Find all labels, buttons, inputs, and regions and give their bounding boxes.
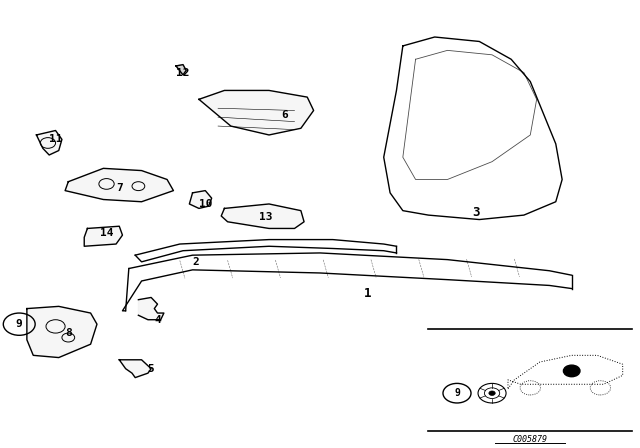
Text: 9: 9 [454, 388, 460, 398]
Text: 3: 3 [472, 207, 480, 220]
Polygon shape [36, 130, 62, 155]
Text: 14: 14 [100, 228, 113, 238]
Polygon shape [119, 360, 151, 378]
Circle shape [563, 365, 580, 377]
Circle shape [489, 391, 495, 396]
Text: 8: 8 [65, 328, 72, 338]
Text: C005879: C005879 [513, 435, 548, 444]
Polygon shape [221, 204, 304, 228]
Polygon shape [27, 306, 97, 358]
Text: 1: 1 [364, 287, 372, 300]
Text: 2: 2 [193, 257, 199, 267]
Polygon shape [176, 65, 186, 75]
Text: 6: 6 [282, 110, 289, 120]
Text: 7: 7 [116, 183, 123, 194]
Polygon shape [138, 297, 164, 320]
Text: 12: 12 [176, 68, 189, 78]
Text: 4: 4 [154, 315, 161, 325]
Text: 9: 9 [16, 319, 22, 329]
Text: 13: 13 [259, 212, 273, 222]
Text: 10: 10 [198, 199, 212, 209]
Polygon shape [65, 168, 173, 202]
Polygon shape [84, 226, 122, 246]
Polygon shape [199, 90, 314, 135]
Text: 5: 5 [148, 364, 154, 374]
Text: 11: 11 [49, 134, 62, 144]
Polygon shape [189, 190, 212, 208]
